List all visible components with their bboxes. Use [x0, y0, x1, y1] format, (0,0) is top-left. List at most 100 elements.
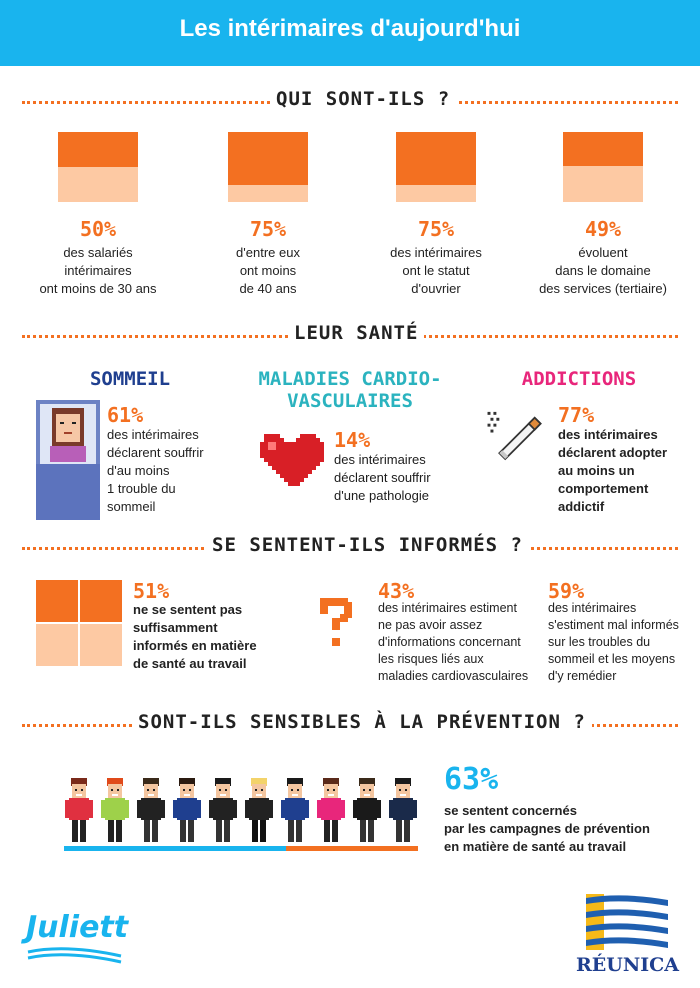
addictions-percent: 77% — [558, 403, 595, 427]
stat-description: évoluent dans le domaine des services (ter… — [525, 244, 681, 298]
title-banner — [0, 0, 700, 66]
prevention-percent: 63% — [444, 762, 499, 797]
section-title-prevention: SONT-ILS SENSIBLES À LA PRÉVENTION ? — [132, 711, 592, 733]
people-group — [64, 776, 417, 848]
stat-fill-box — [396, 132, 476, 202]
reunica-logo: RÉUNICA — [572, 890, 682, 980]
text-line: en matière de santé au travail — [444, 839, 627, 854]
reunica-logo-text: RÉUNICA — [576, 954, 679, 976]
text-line: déclarent souffrir — [107, 445, 204, 460]
cigarette-icon — [484, 406, 550, 462]
text-line: ont moins de 30 ans — [39, 281, 157, 296]
text-line: suffisamment — [133, 620, 218, 635]
text-line: addictif — [558, 499, 605, 514]
text-line: des intérimaires — [107, 427, 199, 442]
sommeil-text: des intérimaires déclarent souffrir d'au m… — [107, 426, 237, 516]
text-line: ont moins — [239, 263, 297, 278]
text-line: d'au moins — [107, 463, 170, 478]
text-line: de santé au travail — [133, 656, 247, 671]
informes-percent-3: 59% — [548, 579, 585, 603]
stat-fill-box — [58, 132, 138, 202]
text-line: des intérimaires — [558, 427, 658, 442]
sommeil-percent: 61% — [107, 403, 144, 427]
informes-percent-2: 43% — [378, 579, 415, 603]
text-line: dans le domaine — [555, 263, 651, 278]
text-line: ont le statut — [402, 263, 470, 278]
informes-text-1: ne se sentent pas suffisamment informés en… — [133, 601, 293, 673]
juliett-logo: Juliett — [26, 910, 156, 970]
person-icon — [208, 776, 238, 846]
cardio-title-line1: MALADIES CARDIO- — [258, 368, 442, 390]
text-line: ne pas avoir assez — [378, 618, 483, 632]
stat-percent: 49% — [584, 217, 622, 241]
addictions-text: des intérimaires déclarent adopter au moin… — [558, 426, 698, 516]
cardio-text: des intérimaires déclarent souffrir d'une … — [334, 451, 484, 505]
stat-description: d'entre eux ont moins de 40 ans — [190, 244, 346, 298]
section-title-qui: QUI SONT-ILS ? — [270, 88, 457, 110]
text-line: comportement — [558, 481, 649, 496]
person-icon — [388, 776, 418, 846]
stat-fill-box — [563, 132, 643, 202]
person-icon — [244, 776, 274, 846]
text-line: par les campagnes de prévention — [444, 821, 650, 836]
text-line: 1 trouble du — [107, 481, 176, 496]
text-line: des intérimaires — [390, 245, 482, 260]
section-title-informes: SE SENTENT-ILS INFORMÉS ? — [206, 534, 529, 556]
stat-fill-box — [228, 132, 308, 202]
person-icon — [316, 776, 346, 846]
question-mark-icon — [312, 594, 356, 654]
person-icon — [172, 776, 202, 846]
informes-text-3: des intérimaires s'estiment mal informés s… — [548, 600, 698, 685]
sleep-person-icon — [36, 400, 100, 520]
person-icon — [280, 776, 310, 846]
cardio-title-line2: VASCULAIRES — [287, 390, 413, 412]
people-bar-orange — [286, 846, 418, 851]
stat-description: des intérimaires ont le statut d'ouvrier — [358, 244, 514, 298]
text-line: intérimaires — [64, 263, 132, 278]
prevention-text: se sentent concernés par les campagnes de… — [444, 802, 694, 856]
text-line: évoluent — [578, 245, 628, 260]
informes-fill-box — [36, 580, 122, 666]
text-line: d'informations concernant — [378, 635, 521, 649]
text-line: informés en matière — [133, 638, 257, 653]
juliett-logo-text: Juliett — [26, 910, 129, 945]
person-icon — [136, 776, 166, 846]
text-line: sommeil et les moyens — [548, 652, 676, 666]
text-line: déclarent adopter — [558, 445, 668, 460]
text-line: d'y remédier — [548, 669, 617, 683]
stat-percent: 75% — [249, 217, 287, 241]
addictions-title: ADDICTIONS — [521, 368, 637, 390]
text-line: sommeil — [107, 499, 156, 514]
people-bar-blue — [64, 846, 286, 851]
person-icon — [64, 776, 94, 846]
text-line: ne se sentent pas — [133, 602, 243, 617]
text-line: des intérimaires — [548, 601, 637, 615]
text-line: sur les troubles du — [548, 635, 651, 649]
person-icon — [100, 776, 130, 846]
text-line: des salariés — [63, 245, 133, 260]
section-title-sante: LEUR SANTÉ — [288, 322, 425, 344]
text-line: d'entre eux — [236, 245, 300, 260]
cardio-title: MALADIES CARDIO- VASCULAIRES — [240, 368, 460, 412]
text-line: se sentent concernés — [444, 803, 577, 818]
informes-text-2: des intérimaires estiment ne pas avoir as… — [378, 600, 548, 685]
cardio-percent: 14% — [334, 428, 371, 452]
stat-percent: 50% — [79, 217, 117, 241]
text-line: les risques liés aux — [378, 652, 484, 666]
stat-percent: 75% — [417, 217, 455, 241]
text-line: au moins un — [558, 463, 635, 478]
text-line: des services (tertiaire) — [539, 281, 667, 296]
text-line: d'ouvrier — [411, 281, 461, 296]
heart-icon — [256, 430, 324, 486]
person-icon — [352, 776, 382, 846]
page-title: Les intérimaires d'aujourd'hui — [179, 15, 521, 42]
stat-description: des salariés intérimaires ont moins de 30 … — [20, 244, 176, 298]
text-line: de 40 ans — [239, 281, 297, 296]
informes-percent-1: 51% — [133, 579, 170, 603]
text-line: des intérimaires estiment — [378, 601, 517, 615]
text-line: déclarent souffrir — [334, 470, 431, 485]
sommeil-title: SOMMEIL — [89, 368, 171, 390]
text-line: des intérimaires — [334, 452, 426, 467]
text-line: d'une pathologie — [334, 488, 430, 503]
text-line: maladies cardiovasculaires — [378, 669, 529, 683]
